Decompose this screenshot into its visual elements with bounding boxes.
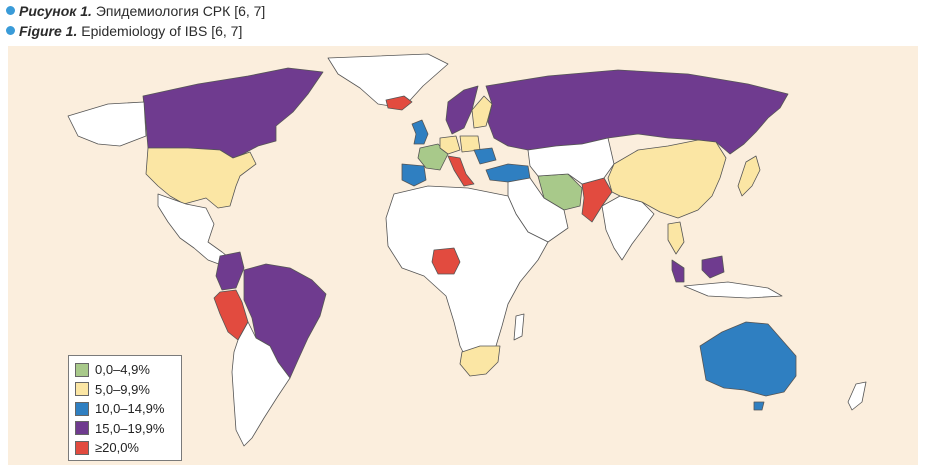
country-madagascar	[513, 313, 525, 341]
country-finland	[471, 95, 493, 129]
caption-ru: Рисунок 1. Эпидемиология СРК [6, 7]	[6, 3, 265, 19]
legend-item: ≥20,0%	[75, 438, 175, 458]
country-norway-sweden	[445, 85, 479, 135]
country-tasmania	[753, 401, 765, 411]
country-uk	[411, 119, 429, 145]
country-india	[601, 195, 655, 261]
caption-en: Figure 1. Epidemiology of IBS [6, 7]	[6, 23, 242, 39]
country-italy	[447, 155, 475, 187]
bullet-icon	[6, 6, 15, 15]
country-russia	[485, 69, 789, 155]
legend-label: 15,0–19,9%	[95, 420, 165, 436]
country-japan	[737, 155, 761, 197]
legend-label: 0,0–4,9%	[95, 362, 150, 378]
country-canada	[142, 67, 324, 159]
country-iceland	[385, 95, 413, 111]
country-malaysia	[671, 259, 685, 283]
legend-swatch	[75, 362, 89, 377]
map-legend: 0,0–4,9% 5,0–9,9% 10,0–14,9% 15,0–19,9% …	[68, 355, 182, 461]
legend-swatch	[75, 440, 89, 455]
country-australia	[699, 321, 797, 397]
legend-item: 10,0–14,9%	[75, 399, 175, 419]
country-alaska	[67, 101, 147, 147]
country-nigeria	[431, 247, 461, 275]
legend-label: 5,0–9,9%	[95, 381, 150, 397]
country-spain	[401, 163, 427, 187]
legend-label: 10,0–14,9%	[95, 401, 165, 417]
caption-en-label: Figure 1.	[19, 23, 78, 39]
country-usa	[145, 147, 257, 209]
country-central-asia	[527, 137, 615, 185]
bullet-icon	[6, 26, 15, 35]
country-germany	[439, 135, 461, 155]
legend-swatch	[75, 382, 89, 397]
caption-ru-text: Эпидемиология СРК [6, 7]	[95, 3, 266, 19]
world-map-svg	[67, 53, 867, 447]
country-south-america-rest	[231, 321, 291, 447]
country-south-africa	[459, 345, 501, 377]
country-romania	[473, 147, 497, 165]
legend-item: 15,0–19,9%	[75, 419, 175, 439]
country-thailand	[667, 221, 685, 255]
caption-en-text: Epidemiology of IBS [6, 7]	[81, 23, 243, 39]
legend-item: 0,0–4,9%	[75, 360, 175, 380]
country-france	[417, 143, 449, 171]
country-africa-north	[385, 185, 549, 367]
legend-swatch	[75, 421, 89, 436]
country-brazil	[243, 263, 327, 379]
country-colombia	[215, 251, 245, 291]
country-china	[607, 139, 727, 219]
country-borneo	[701, 255, 725, 279]
legend-label: ≥20,0%	[95, 440, 139, 456]
caption-ru-label: Рисунок 1.	[19, 3, 92, 19]
country-new-zealand	[847, 381, 867, 411]
country-indonesia	[683, 281, 783, 299]
legend-swatch	[75, 401, 89, 416]
legend-item: 5,0–9,9%	[75, 380, 175, 400]
country-pakistan	[581, 177, 613, 223]
